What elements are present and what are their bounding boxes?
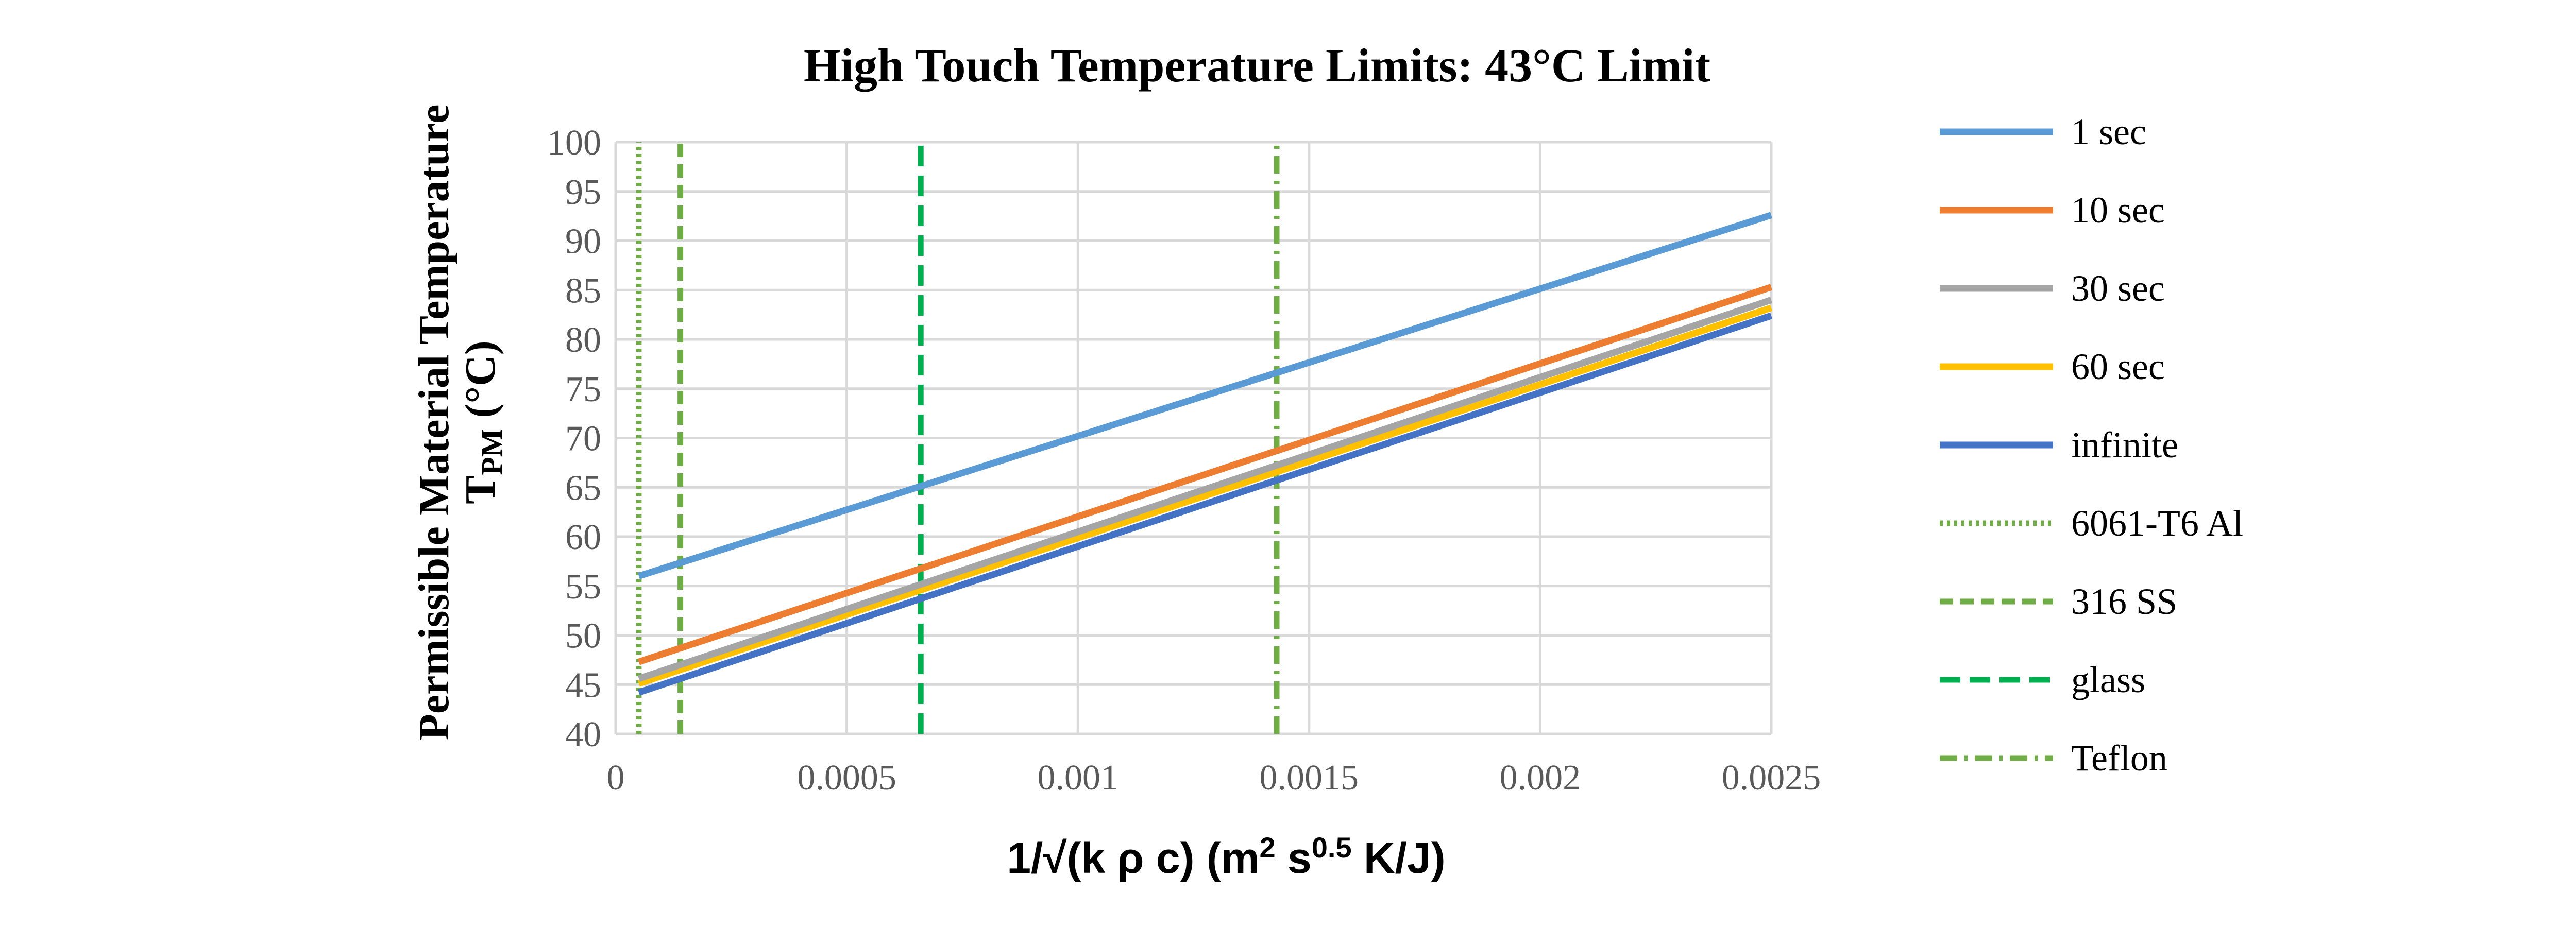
x-tick-labels: 0 0.0005 0.001 0.0015 0.002 0.0025	[607, 758, 1821, 798]
y-axis-label-t: T	[456, 475, 504, 504]
x-axis-label-part3: K/J)	[1352, 834, 1446, 882]
x-tick-label: 0.0005	[797, 758, 896, 798]
x-axis-label-part1: 1/√(k ρ c) (m	[1007, 834, 1259, 882]
y-tick-label: 45	[565, 665, 601, 705]
series-line-30-sec	[637, 297, 1773, 682]
legend-label: 30 sec	[2071, 268, 2165, 309]
plot-area: 0 0.0005 0.001 0.0015 0.002 0.0025 40 45 50 55 60…	[547, 123, 1821, 798]
y-tick-label: 90	[565, 222, 601, 262]
x-axis-label: 1/√(k ρ c) (m2 s0.5 K/J)	[1007, 831, 1445, 882]
x-tick-label: 0.001	[1037, 758, 1118, 798]
legend-label: Teflon	[2071, 737, 2167, 779]
legend-label: 6061-T6 Al	[2071, 503, 2243, 544]
series-line-infinite	[637, 312, 1773, 696]
y-tick-label: 60	[565, 518, 601, 557]
legend-label: 10 sec	[2071, 190, 2165, 231]
x-tick-label: 0.002	[1500, 758, 1581, 798]
legend-label: 60 sec	[2071, 346, 2165, 387]
x-tick-label: 0.0025	[1722, 758, 1821, 798]
y-axis-label-line1: Permissible Material Temperature	[410, 105, 458, 741]
y-tick-label: 50	[565, 616, 601, 656]
series-line-60-sec	[637, 304, 1773, 687]
gridlines	[614, 141, 1773, 735]
x-axis-label-sup2: 0.5	[1312, 831, 1352, 864]
y-axis-label: Permissible Material Temperature	[410, 105, 458, 741]
x-tick-label: 0.0015	[1260, 758, 1359, 798]
y-tick-label: 65	[565, 468, 601, 508]
y-axis-label-unit: (°C)	[456, 340, 504, 428]
chart-title: High Touch Temperature Limits: 43°C Limi…	[804, 39, 1711, 92]
series-line-10-sec	[637, 284, 1773, 665]
y-tick-label: 95	[565, 173, 601, 212]
y-tick-label: 55	[565, 567, 601, 607]
y-tick-label: 80	[565, 320, 601, 360]
y-tick-label: 70	[565, 419, 601, 459]
y-axis-label-2: TPM (°C)	[456, 340, 509, 504]
y-tick-label: 85	[565, 271, 601, 311]
legend-label: 1 sec	[2071, 111, 2146, 152]
y-tick-labels: 40 45 50 55 60 65 70 75 80 85 90 95 100	[547, 123, 601, 754]
y-axis-label-subscript: PM	[475, 429, 509, 475]
legend-label: 316 SS	[2071, 581, 2177, 622]
series-lines	[636, 142, 1773, 734]
legend-label: infinite	[2071, 424, 2178, 466]
legend: 1 sec 10 sec 30 sec 60 sec infinite 6061-T6 A…	[1940, 111, 2243, 779]
series-line-1-sec	[637, 212, 1772, 579]
x-tick-label: 0	[607, 758, 625, 798]
legend-label: glass	[2071, 659, 2145, 700]
y-tick-label: 40	[565, 715, 601, 754]
y-tick-label: 75	[565, 370, 601, 409]
x-axis-label-sup1: 2	[1260, 831, 1276, 864]
y-tick-label: 100	[547, 123, 601, 163]
x-axis-label-part2: s	[1276, 834, 1312, 882]
